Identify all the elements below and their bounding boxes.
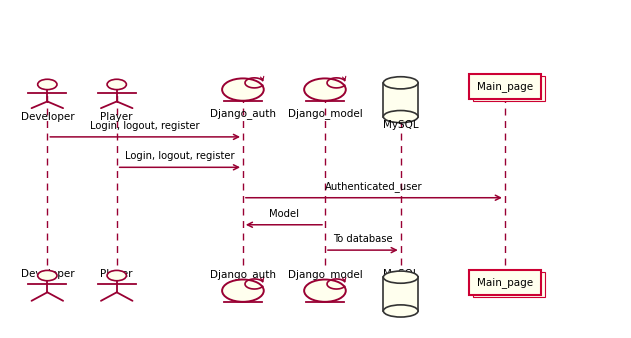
Ellipse shape xyxy=(384,271,418,283)
Circle shape xyxy=(222,78,264,101)
Circle shape xyxy=(304,280,346,302)
Bar xyxy=(384,83,418,117)
Text: Main_page: Main_page xyxy=(477,277,533,288)
Text: To database: To database xyxy=(333,234,392,244)
Text: Django_model: Django_model xyxy=(288,108,362,119)
Ellipse shape xyxy=(384,111,418,123)
Text: Developer: Developer xyxy=(21,269,74,279)
Ellipse shape xyxy=(384,77,418,89)
Bar xyxy=(468,74,541,99)
Bar xyxy=(473,272,545,297)
Text: Django_auth: Django_auth xyxy=(210,108,276,119)
Text: MySQL: MySQL xyxy=(383,120,418,130)
Circle shape xyxy=(107,270,126,281)
Text: Player: Player xyxy=(100,112,133,122)
Text: Player: Player xyxy=(100,269,133,279)
Text: Login, logout, register: Login, logout, register xyxy=(90,121,200,131)
Text: Django_model: Django_model xyxy=(288,269,362,280)
Text: Main_page: Main_page xyxy=(477,81,533,92)
Bar xyxy=(473,76,545,101)
Circle shape xyxy=(38,270,57,281)
Text: Django_auth: Django_auth xyxy=(210,269,276,280)
Circle shape xyxy=(304,78,346,101)
Circle shape xyxy=(38,79,57,90)
Circle shape xyxy=(222,280,264,302)
Text: Authenticated_user: Authenticated_user xyxy=(325,181,423,192)
Ellipse shape xyxy=(384,305,418,317)
Text: Login, logout, register: Login, logout, register xyxy=(125,151,235,161)
Circle shape xyxy=(107,79,126,90)
Bar xyxy=(384,277,418,311)
Text: MySQL: MySQL xyxy=(383,269,418,279)
Text: Developer: Developer xyxy=(21,112,74,122)
Text: Model: Model xyxy=(269,209,299,219)
Bar xyxy=(468,270,541,295)
